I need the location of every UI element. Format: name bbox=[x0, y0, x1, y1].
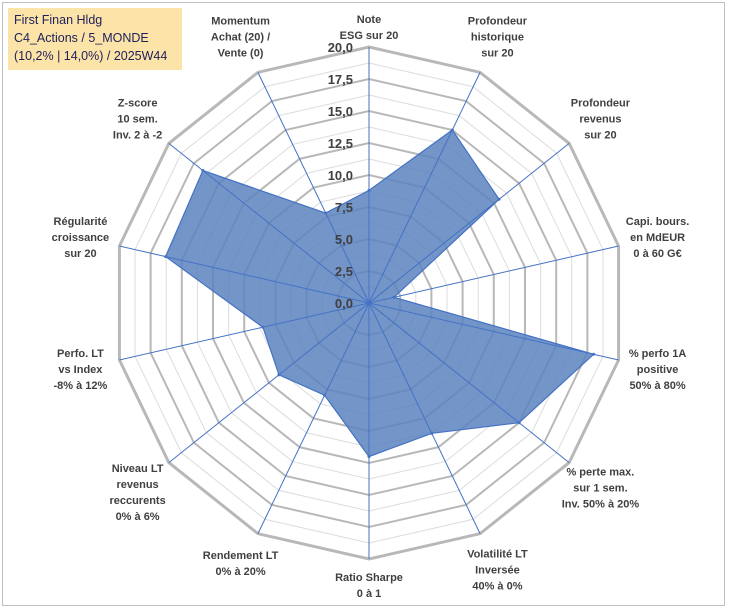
info-line-1: First Finan Hldg bbox=[14, 13, 103, 27]
axis-label-line: % perte max. bbox=[566, 466, 634, 478]
tick-label: 15,0 bbox=[328, 104, 353, 119]
axis-label-line: -8% à 12% bbox=[54, 380, 108, 392]
tick-label: 0,0 bbox=[335, 296, 353, 311]
axis-label-line: Vente (0) bbox=[218, 48, 264, 60]
axis-label-line: 0 à 60 G€ bbox=[633, 248, 681, 260]
axis-label-line: Capi. bours. bbox=[626, 216, 690, 228]
axis-label-line: Perfo. LT bbox=[57, 348, 104, 360]
axis-label-line: 0% à 6% bbox=[116, 511, 160, 523]
axis-label-line: Z-score bbox=[118, 98, 158, 110]
axis-label: Volatilité LT Inversée 40% à 0% bbox=[467, 548, 528, 592]
axis-label: Ratio Sharpe 0 à 1 bbox=[335, 572, 403, 600]
axis-label-line: 0% à 20% bbox=[215, 566, 265, 578]
axis-spoke bbox=[119, 245, 370, 304]
axis-spoke bbox=[257, 302, 370, 534]
axis-label-line: Inv. 2 à -2 bbox=[113, 130, 162, 142]
axis-label-line: Régularité bbox=[54, 216, 108, 228]
axis-label-line: 10 sem. bbox=[117, 114, 157, 126]
axis-label-line: revenus bbox=[579, 114, 621, 126]
tick-label: 5,0 bbox=[335, 232, 353, 247]
axis-label-line: croissance bbox=[52, 232, 109, 244]
axis-label: % perfo 1A positive 50% à 80% bbox=[629, 348, 687, 392]
axis-spoke bbox=[368, 142, 570, 304]
axis-label: Niveau LT revenus reccurents 0% à 6% bbox=[109, 463, 165, 523]
axis-label: Régularité croissance sur 20 bbox=[52, 216, 109, 260]
axis-label: Profondeur historique sur 20 bbox=[468, 16, 528, 60]
info-box: First Finan Hldg C4_Actions / 5_MONDE (1… bbox=[8, 8, 182, 70]
axis-label: Profondeur revenus sur 20 bbox=[571, 98, 631, 142]
axis-spoke bbox=[368, 245, 619, 304]
axis-label-line: % perfo 1A bbox=[629, 348, 687, 360]
axis-label-line: Ratio Sharpe bbox=[335, 572, 403, 584]
series-area bbox=[164, 129, 595, 458]
axis-label-line: Achat (20) / bbox=[211, 32, 270, 44]
axis-label-line: Volatilité LT bbox=[467, 548, 528, 560]
axis-label-line: reccurents bbox=[109, 495, 165, 507]
axis-spoke bbox=[119, 302, 370, 361]
axis-label: Momentum Achat (20) / Vente (0) bbox=[211, 16, 270, 60]
axis-label: Rendement LT 0% à 20% bbox=[203, 550, 279, 578]
tick-label: 7,5 bbox=[335, 200, 353, 215]
tick-label: 10,0 bbox=[328, 168, 353, 183]
axis-label-line: historique bbox=[471, 32, 524, 44]
axis-label-line: 50% à 80% bbox=[629, 380, 685, 392]
axis-label-line: sur 20 bbox=[64, 248, 96, 260]
axis-label-line: Niveau LT bbox=[112, 463, 164, 475]
axis-spoke bbox=[168, 302, 370, 464]
axis-label-line: sur 1 sem. bbox=[573, 482, 627, 494]
axis-label-line: sur 20 bbox=[584, 130, 616, 142]
axis-label-line: Inv. 50% à 20% bbox=[562, 498, 640, 510]
axis-spoke bbox=[257, 72, 370, 304]
tick-label: 2,5 bbox=[335, 264, 353, 279]
info-line-3: (10,2% | 14,0%) / 2025W44 bbox=[14, 49, 168, 63]
axis-label-line: 40% à 0% bbox=[472, 580, 522, 592]
axis-label-line: Profondeur bbox=[571, 98, 631, 110]
axis-label-line: Rendement LT bbox=[203, 550, 279, 562]
axis-label-line: Profondeur bbox=[468, 16, 528, 28]
axis-spoke bbox=[368, 72, 481, 304]
axis-label-line: vs Index bbox=[58, 364, 103, 376]
axis-label-line: revenus bbox=[116, 479, 158, 491]
axis-label-line: ESG sur 20 bbox=[340, 30, 399, 42]
axis-label-line: Inversée bbox=[475, 564, 520, 576]
axis-label-line: Note bbox=[357, 14, 381, 26]
tick-label: 17,5 bbox=[328, 72, 353, 87]
axis-label: Perfo. LT vs Index -8% à 12% bbox=[54, 348, 108, 392]
axis-label-line: en MdEUR bbox=[630, 232, 685, 244]
axis-label: Capi. bours. en MdEUR 0 à 60 G€ bbox=[626, 216, 690, 260]
axis-label-line: 0 à 1 bbox=[357, 588, 381, 600]
axis-spoke bbox=[368, 302, 570, 464]
axis-label: Z-score 10 sem. Inv. 2 à -2 bbox=[113, 98, 162, 142]
tick-label: 20,0 bbox=[328, 40, 353, 55]
axis-spoke bbox=[168, 142, 370, 304]
axis-spoke bbox=[368, 302, 619, 361]
axis-label: Note ESG sur 20 bbox=[340, 14, 399, 42]
tick-label: 12,5 bbox=[328, 136, 353, 151]
info-line-2: C4_Actions / 5_MONDE bbox=[14, 31, 149, 45]
axis-label-line: Momentum bbox=[211, 16, 270, 28]
axis-label: % perte max. sur 1 sem. Inv. 50% à 20% bbox=[562, 466, 640, 510]
axis-spoke bbox=[368, 302, 481, 534]
axis-label-line: sur 20 bbox=[481, 48, 513, 60]
axis-label-line: positive bbox=[637, 364, 679, 376]
